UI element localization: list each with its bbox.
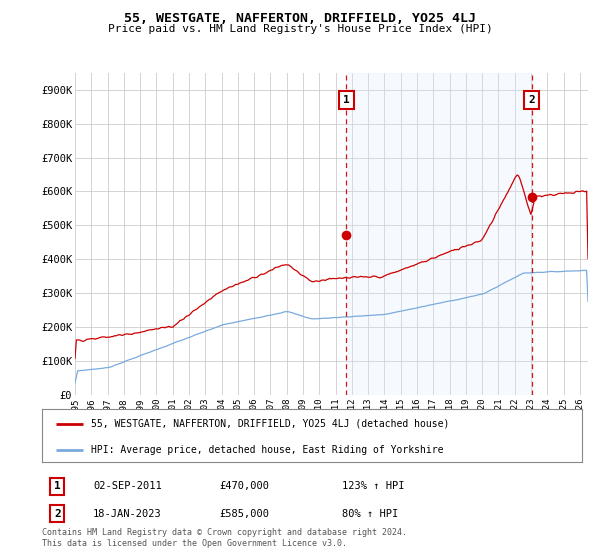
Text: 55, WESTGATE, NAFFERTON, DRIFFIELD, YO25 4LJ: 55, WESTGATE, NAFFERTON, DRIFFIELD, YO25… [124,12,476,25]
Text: 02-SEP-2011: 02-SEP-2011 [93,481,162,491]
Text: £470,000: £470,000 [219,481,269,491]
Text: Contains HM Land Registry data © Crown copyright and database right 2024.
This d: Contains HM Land Registry data © Crown c… [42,528,407,548]
Text: 123% ↑ HPI: 123% ↑ HPI [342,481,404,491]
Text: 2: 2 [528,95,535,105]
Text: 18-JAN-2023: 18-JAN-2023 [93,508,162,519]
Text: 1: 1 [343,95,350,105]
Text: 55, WESTGATE, NAFFERTON, DRIFFIELD, YO25 4LJ (detached house): 55, WESTGATE, NAFFERTON, DRIFFIELD, YO25… [91,419,449,429]
Text: £585,000: £585,000 [219,508,269,519]
Text: 80% ↑ HPI: 80% ↑ HPI [342,508,398,519]
Bar [346,73,532,395]
Text: 2: 2 [54,508,61,519]
Text: Price paid vs. HM Land Registry's House Price Index (HPI): Price paid vs. HM Land Registry's House … [107,24,493,34]
Text: HPI: Average price, detached house, East Riding of Yorkshire: HPI: Average price, detached house, East… [91,445,443,455]
Text: 1: 1 [54,481,61,491]
